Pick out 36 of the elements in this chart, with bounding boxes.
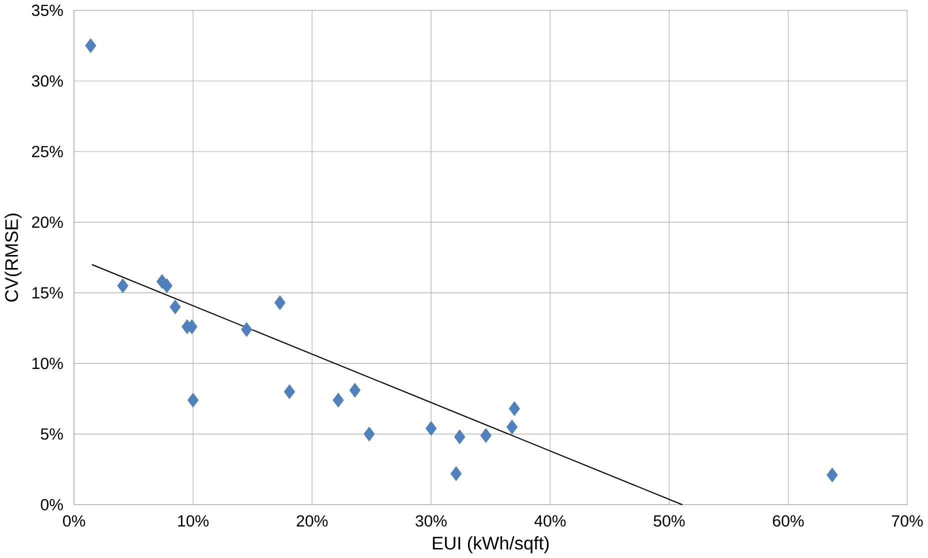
x-tick-label: 20% [296, 515, 328, 527]
y-tick-label: 15% [32, 287, 63, 299]
point [426, 421, 437, 436]
y-tick-label: 20% [32, 216, 63, 228]
y-tick-label: 0% [40, 499, 63, 510]
point [506, 420, 518, 434]
y-tick-label: 30% [32, 75, 63, 87]
y-tick-label: 35% [32, 4, 63, 16]
x-tick-label: 40% [534, 515, 566, 527]
x-tick-label: 70% [892, 515, 923, 527]
point [161, 278, 172, 294]
point [188, 392, 199, 408]
point [826, 468, 838, 482]
y-tick-label: 10% [32, 358, 63, 370]
point [332, 392, 344, 408]
x-tick-label: 60% [772, 515, 804, 527]
point [508, 401, 520, 416]
y-tick-label: 5% [40, 428, 63, 440]
point [284, 384, 295, 400]
x-tick-label: 30% [416, 515, 447, 527]
x-tick-label: 10% [178, 515, 209, 527]
point [274, 295, 286, 310]
y-axis-title: CV(RMSE) [4, 214, 22, 302]
point [480, 428, 492, 443]
point [117, 278, 128, 294]
y-tick-label: 25% [32, 146, 63, 158]
point [454, 430, 466, 444]
point [241, 322, 252, 337]
x-tick-label: 50% [654, 515, 685, 527]
x-tick-label: 0% [63, 515, 86, 527]
point [450, 466, 462, 481]
point [364, 426, 375, 442]
point [85, 38, 96, 54]
x-axis-title: EUI (kWh/sqft) [432, 536, 549, 554]
point [349, 383, 360, 398]
point [170, 300, 181, 314]
